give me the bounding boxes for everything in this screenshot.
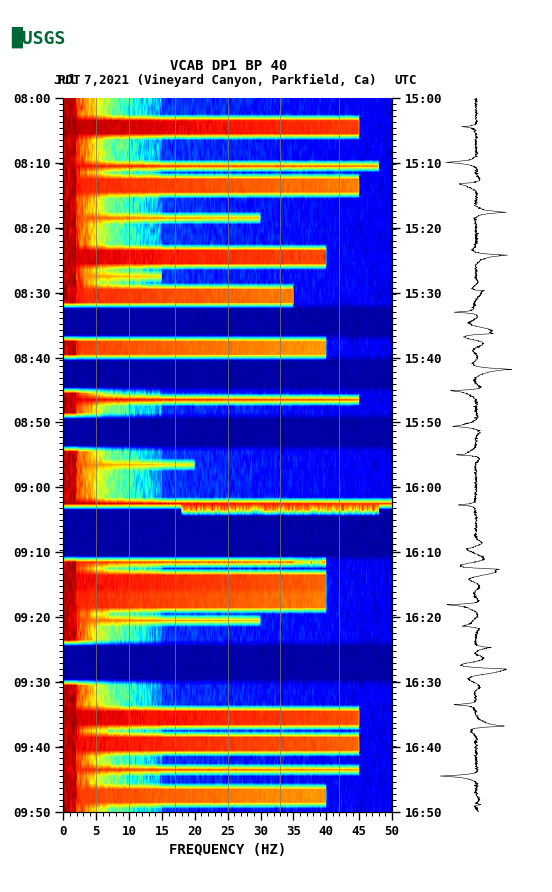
Text: Jul 7,2021 (Vineyard Canyon, Parkfield, Ca): Jul 7,2021 (Vineyard Canyon, Parkfield, …: [54, 73, 376, 87]
Text: PDT: PDT: [58, 73, 81, 87]
Text: █USGS: █USGS: [11, 27, 66, 48]
Text: VCAB DP1 BP 40: VCAB DP1 BP 40: [171, 59, 288, 73]
X-axis label: FREQUENCY (HZ): FREQUENCY (HZ): [169, 844, 286, 857]
Text: UTC: UTC: [395, 73, 417, 87]
